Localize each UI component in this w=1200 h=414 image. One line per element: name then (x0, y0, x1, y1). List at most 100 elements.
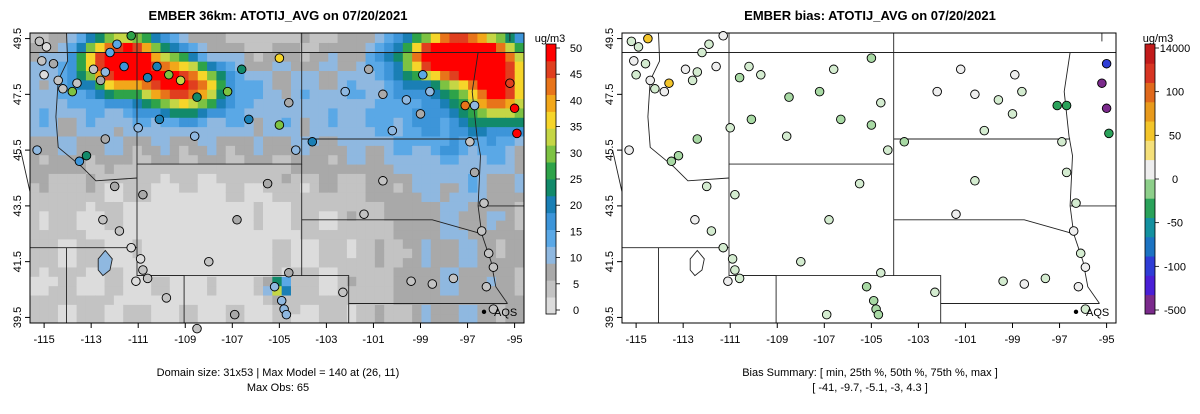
model-cell (151, 276, 162, 287)
observation-point (659, 86, 670, 97)
model-cell (104, 154, 115, 165)
model-cell (318, 257, 329, 268)
model-cell (235, 51, 245, 62)
x-tick-label: -95 (1099, 334, 1115, 346)
model-cell (505, 42, 516, 53)
right-map-plot: -115 -113 -111 -109 -107 -105 -103 -101 -99 -97 -9… (604, 28, 1117, 346)
observation-point (401, 95, 412, 105)
model-cell (337, 276, 348, 287)
model-cell (179, 154, 190, 165)
model-cell (160, 201, 171, 212)
model-cell (356, 304, 367, 315)
model-cell (225, 285, 236, 296)
model-cell (67, 201, 78, 212)
model-cell (113, 285, 124, 296)
model-cell (505, 163, 516, 174)
model-cell (374, 126, 385, 137)
model-cell (123, 145, 134, 156)
model-cell (235, 89, 245, 100)
model-cell (468, 117, 478, 128)
model-cell (365, 210, 376, 221)
observation-point (505, 78, 515, 88)
model-cell (402, 145, 413, 156)
model-cell (169, 154, 180, 165)
model-cell (486, 135, 497, 146)
model-cell (188, 79, 199, 90)
model-cell (328, 173, 339, 184)
observation-point (427, 279, 438, 289)
model-cell (48, 51, 59, 62)
model-cell (318, 220, 329, 231)
model-cell (440, 173, 451, 184)
model-cell (141, 238, 152, 249)
x-tick-label: -107 (813, 334, 835, 346)
model-cell (225, 107, 236, 118)
model-cell (104, 98, 115, 109)
model-cell (318, 182, 329, 193)
state-border (137, 275, 185, 323)
model-cell (477, 248, 488, 259)
model-cell (309, 229, 320, 240)
model-cell (393, 107, 404, 118)
model-cell (477, 42, 488, 53)
observation-point (718, 31, 728, 41)
model-cell (141, 313, 152, 323)
model-cell (281, 201, 292, 212)
model-cell (132, 51, 143, 62)
model-cell (496, 257, 506, 268)
model-cell (486, 51, 497, 62)
observation-point (1057, 137, 1067, 147)
model-cell (365, 126, 376, 137)
observation-point (126, 242, 136, 253)
model-cell (104, 107, 115, 118)
y-tick-label: 49.5 (12, 28, 24, 49)
model-cell (57, 201, 68, 212)
model-cell (225, 61, 236, 72)
colorbar-segment (546, 145, 556, 163)
model-cell (30, 182, 40, 193)
model-cell (412, 98, 423, 109)
model-cell (253, 126, 264, 137)
observation-point (244, 114, 254, 125)
right-aqs-label: AQS (1086, 307, 1109, 319)
model-cell (263, 163, 273, 174)
model-cell (207, 220, 218, 231)
observation-point (98, 215, 108, 225)
model-cell (160, 42, 171, 53)
model-cell (141, 229, 152, 240)
x-tick-label: -105 (268, 334, 290, 346)
model-cell (384, 313, 395, 323)
model-cell (412, 192, 423, 202)
model-cell (365, 266, 376, 277)
model-cell (477, 238, 488, 249)
model-cell (253, 61, 264, 72)
model-cell (225, 266, 236, 277)
observation-point (727, 254, 738, 264)
model-cell (346, 294, 357, 305)
model-cell (151, 89, 162, 100)
model-cell (253, 163, 264, 174)
model-cell (141, 163, 152, 174)
model-cell (169, 210, 180, 221)
observation-point (664, 78, 674, 88)
model-cell (141, 285, 152, 296)
model-cell (365, 182, 376, 193)
model-cell (123, 107, 134, 118)
observation-point (876, 97, 886, 108)
model-cell (160, 210, 171, 221)
model-cell (309, 248, 320, 259)
model-cell (300, 126, 311, 137)
colorbar-tick-label: 30 (570, 148, 582, 160)
model-cell (486, 201, 497, 212)
model-cell (76, 51, 87, 62)
left-y-axis: 39.541.543.545.547.549.5 (12, 28, 30, 328)
model-cell (412, 154, 423, 165)
model-cell (179, 70, 190, 81)
model-cell (440, 117, 451, 128)
model-cell (169, 220, 180, 231)
model-cell (393, 229, 404, 240)
observation-point (687, 75, 698, 86)
model-cell (30, 135, 40, 146)
model-cell (309, 266, 320, 277)
model-cell (67, 154, 78, 165)
